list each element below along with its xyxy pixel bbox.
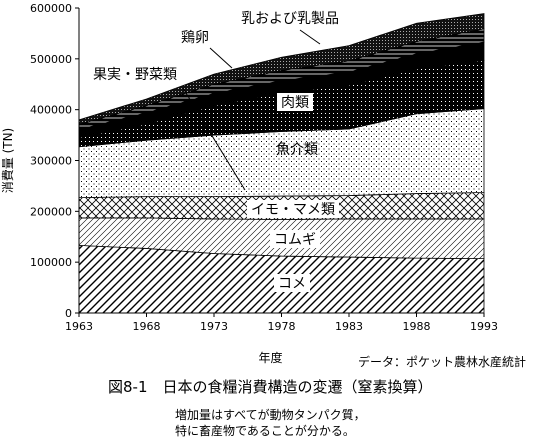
y-tick-label: 400000 (30, 104, 72, 117)
leader-line (299, 29, 321, 45)
band-label-background (274, 274, 310, 292)
band-label: コメ (278, 276, 306, 292)
axes: 0 100000 200000 300000 400000 500000 600000 196… (0, 2, 498, 365)
band-label-background (277, 93, 313, 111)
source-note: データ：ポケット農林水産統計 (358, 355, 527, 369)
y-tick-label: 600000 (30, 2, 72, 15)
band-label: 肉類 (281, 95, 309, 111)
x-tick-label: 1973 (200, 320, 228, 333)
y-tick-label: 300000 (30, 155, 72, 168)
x-tick-label: 1978 (268, 320, 296, 333)
band-label: 果実・野菜類 (93, 67, 177, 83)
figure-caption: 図8-1 日本の食糧消費構造の変遷（窒素換算） (108, 378, 433, 396)
x-tick-label: 1993 (470, 320, 498, 333)
band-labels: コメ コムギ イモ・マメ類 魚介類 肉類 果実・野菜類 鶏卵 乳および乳製品 (93, 11, 339, 292)
band-label: 魚介類 (276, 142, 318, 158)
band-label: 鶏卵 (181, 30, 209, 46)
y-tick-label: 0 (65, 307, 72, 320)
band-label: コムギ (274, 232, 316, 248)
y-tick-label: 200000 (30, 205, 72, 218)
leader-line (182, 87, 246, 191)
band-label-background (270, 230, 320, 248)
x-tick-label: 1968 (133, 320, 161, 333)
leader-line (209, 47, 233, 69)
annotations (182, 29, 321, 191)
x-tick-label: 1963 (65, 320, 93, 333)
area-band-8 (78, 13, 485, 125)
x-tick-label: 1988 (403, 320, 431, 333)
band-label: 乳および乳製品 (241, 11, 339, 27)
y-axis-title: 消費量 (TN) (0, 128, 15, 194)
y-tick-label: 100000 (30, 256, 72, 269)
y-tick-label: 500000 (30, 53, 72, 66)
band-label: イモ・マメ類 (251, 202, 335, 218)
area-bands (78, 13, 485, 314)
x-axis-title: 年度 (258, 350, 282, 365)
x-tick-label: 1983 (335, 320, 363, 333)
band-label-background (247, 200, 339, 218)
caption-note-line: 特に畜産物であることが分かる。 (175, 424, 355, 438)
caption-note-line: 増加量はすべてが動物タンパク質， (175, 408, 366, 422)
